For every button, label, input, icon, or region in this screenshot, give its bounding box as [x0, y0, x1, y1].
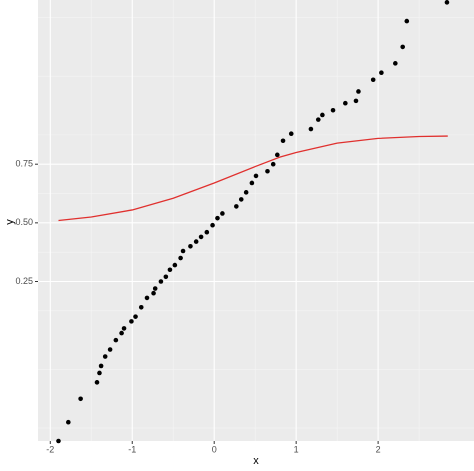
point	[188, 244, 193, 249]
point	[133, 314, 138, 319]
point	[204, 229, 210, 235]
point	[94, 380, 100, 385]
point	[265, 168, 270, 174]
point	[315, 117, 321, 122]
point	[66, 419, 71, 425]
point	[138, 304, 144, 310]
x-tick-label: 2	[376, 444, 381, 454]
point	[275, 152, 280, 158]
y-axis-title: y	[4, 219, 16, 225]
point	[343, 100, 348, 106]
point	[113, 337, 119, 343]
point	[379, 70, 384, 76]
point	[270, 161, 276, 167]
panel	[38, 0, 474, 441]
point	[119, 330, 124, 336]
point	[249, 180, 255, 186]
point	[78, 396, 83, 402]
point	[243, 190, 249, 195]
point	[102, 354, 108, 359]
point	[444, 0, 450, 5]
point	[393, 61, 398, 66]
point	[353, 98, 359, 104]
point	[152, 286, 158, 291]
x-tick-label: -1	[128, 444, 136, 454]
point	[178, 255, 183, 261]
point	[404, 18, 410, 24]
point	[238, 197, 244, 202]
x-tick-label: -2	[46, 444, 54, 454]
x-tick-label: 0	[212, 444, 217, 454]
point	[167, 267, 173, 273]
point	[400, 44, 405, 50]
x-tick-label: 1	[294, 444, 299, 454]
point	[180, 248, 186, 254]
point	[356, 89, 361, 94]
point	[320, 112, 325, 118]
point	[144, 295, 150, 301]
point	[253, 173, 259, 179]
point	[288, 131, 294, 137]
point	[330, 107, 336, 113]
point	[210, 222, 215, 228]
point	[56, 438, 61, 444]
point	[220, 211, 225, 216]
point	[308, 126, 314, 132]
point	[172, 262, 178, 268]
point	[107, 347, 113, 352]
point	[198, 234, 204, 240]
y-tick-label: 0.25	[15, 276, 33, 286]
point	[121, 326, 127, 331]
point	[97, 370, 102, 376]
point	[234, 204, 239, 209]
point	[151, 290, 156, 296]
y-tick-label: 0.75	[15, 159, 33, 169]
point	[158, 279, 164, 284]
x-axis-title: x	[253, 455, 259, 467]
line	[58, 135, 448, 222]
point	[215, 215, 220, 221]
point	[129, 319, 134, 324]
point	[370, 77, 376, 83]
point	[163, 274, 169, 280]
point	[193, 239, 199, 244]
point	[98, 363, 104, 369]
y-tick-label: 0.50	[15, 217, 33, 227]
point	[280, 138, 286, 144]
